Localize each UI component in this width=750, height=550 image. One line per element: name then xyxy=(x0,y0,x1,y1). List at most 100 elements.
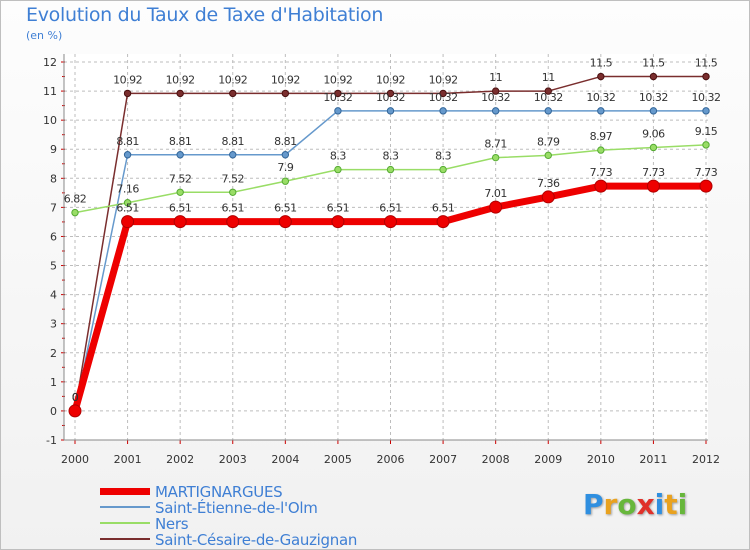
x-tick-label: 2011 xyxy=(639,453,667,466)
legend-label: Ners xyxy=(155,515,189,533)
data-label: 8.97 xyxy=(590,130,613,143)
data-label: 10.32 xyxy=(586,91,615,104)
data-label: 9.06 xyxy=(642,127,665,140)
y-tick-label: 5 xyxy=(50,260,57,273)
data-label: 8.3 xyxy=(330,150,346,163)
y-tick-label: 11 xyxy=(43,85,57,98)
series-point-3 xyxy=(334,89,342,98)
series-point-3 xyxy=(281,89,290,98)
logo-letter: i xyxy=(677,488,688,521)
series-point-2 xyxy=(544,151,552,160)
data-label: 9.15 xyxy=(695,125,718,138)
x-tick-label: 2004 xyxy=(271,453,299,466)
data-label: 7.9 xyxy=(277,161,293,174)
series-point-1 xyxy=(597,107,605,115)
y-tick-label: 12 xyxy=(43,56,57,69)
series-point-2 xyxy=(281,177,290,185)
data-label: 10.92 xyxy=(113,73,142,86)
series-point-0 xyxy=(489,200,503,214)
series-point-1 xyxy=(123,151,132,159)
y-tick-label: 2 xyxy=(50,347,57,360)
data-label: 7.73 xyxy=(695,166,718,179)
series-point-2 xyxy=(386,165,395,174)
series-point-1 xyxy=(544,107,552,115)
data-label: 6.51 xyxy=(222,202,245,215)
x-tick-label: 2001 xyxy=(114,453,142,466)
series-point-2 xyxy=(439,165,447,174)
data-label: 8.81 xyxy=(169,135,192,148)
series-point-1 xyxy=(176,151,184,159)
data-label: 8.81 xyxy=(116,135,139,148)
data-label: 8.3 xyxy=(383,150,399,163)
series-point-0 xyxy=(278,215,292,229)
series-point-3 xyxy=(597,72,605,81)
x-tick-label: 2003 xyxy=(219,453,247,466)
legend-label: Saint-Étienne-de-l'Olm xyxy=(155,499,318,517)
proxiti-logo: Proxiti xyxy=(583,488,687,521)
series-point-0 xyxy=(331,215,345,229)
series-point-3 xyxy=(649,72,658,81)
legend-label: MARTIGNARGUES xyxy=(155,483,283,501)
series-point-3 xyxy=(123,89,132,98)
series-point-3 xyxy=(386,89,395,98)
series-point-2 xyxy=(597,146,605,154)
series-point-1 xyxy=(439,107,447,115)
series-point-3 xyxy=(439,89,447,98)
logo-letter: i xyxy=(654,488,665,521)
data-label: 11.5 xyxy=(642,57,665,70)
series-point-2 xyxy=(702,141,710,149)
logo-letter: o xyxy=(617,488,637,521)
legend-swatch xyxy=(100,506,150,508)
data-label: 7.16 xyxy=(116,183,139,196)
y-tick-label: 3 xyxy=(50,318,57,331)
data-label: 11.5 xyxy=(695,57,718,70)
x-tick-label: 2002 xyxy=(166,453,194,466)
series-point-0 xyxy=(121,215,135,229)
data-label: 10.32 xyxy=(639,91,668,104)
data-label: 10.92 xyxy=(166,73,195,86)
data-label: 8.79 xyxy=(537,135,560,148)
data-label: 7.73 xyxy=(642,166,665,179)
series-point-3 xyxy=(544,87,552,95)
series-point-3 xyxy=(176,89,184,98)
series-point-1 xyxy=(702,107,710,115)
data-label: 10.32 xyxy=(481,91,510,104)
series-point-0 xyxy=(541,190,555,204)
legend-label: Saint-Césaire-de-Gauzignan xyxy=(155,531,358,549)
y-tick-label: 4 xyxy=(50,289,57,302)
data-label: 10.92 xyxy=(429,73,458,86)
legend-swatch xyxy=(100,538,150,540)
series-point-2 xyxy=(491,153,500,162)
series-point-0 xyxy=(699,179,713,193)
y-tick-label: 8 xyxy=(50,172,57,185)
chart-title: Evolution du Taux de Taxe d'Habitation xyxy=(26,4,384,26)
data-label: 8.81 xyxy=(274,135,297,148)
logo-letter: r xyxy=(603,488,618,521)
series-point-0 xyxy=(68,404,82,418)
series-point-1 xyxy=(386,107,395,115)
y-tick-label: 1 xyxy=(50,376,57,389)
data-label: 10.92 xyxy=(323,73,352,86)
data-label: 6.51 xyxy=(432,202,455,215)
series-point-0 xyxy=(646,179,660,193)
data-label: 6.51 xyxy=(379,202,402,215)
logo-letter: t xyxy=(664,488,678,521)
series-point-1 xyxy=(491,107,500,115)
data-label: 6.51 xyxy=(116,202,139,215)
series-point-2 xyxy=(649,143,658,152)
series-point-1 xyxy=(334,107,342,115)
data-label: 11 xyxy=(489,71,502,84)
data-label: 7.52 xyxy=(222,172,245,185)
data-label: 10.32 xyxy=(376,91,405,104)
x-tick-label: 2006 xyxy=(377,453,405,466)
data-label: 10.92 xyxy=(218,73,247,86)
data-label: 10.32 xyxy=(692,91,721,104)
legend-swatch xyxy=(100,488,150,495)
x-tick-label: 2009 xyxy=(534,453,562,466)
series-point-2 xyxy=(229,188,237,196)
y-tick-label: 6 xyxy=(50,230,57,243)
data-label: 6.51 xyxy=(274,202,297,215)
series-point-3 xyxy=(702,72,710,81)
x-tick-label: 2005 xyxy=(324,453,352,466)
